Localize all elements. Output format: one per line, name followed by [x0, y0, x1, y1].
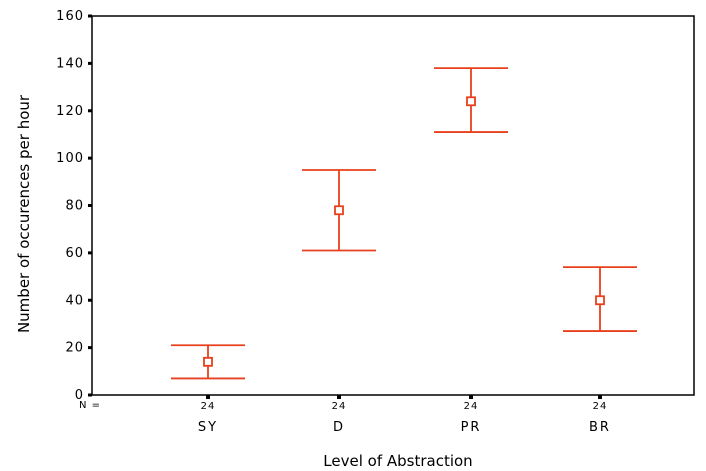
x-axis-title: Level of Abstraction [323, 452, 472, 470]
n-count-label: 24 [201, 401, 216, 412]
n-count-label: 24 [332, 401, 347, 412]
x-tick-mark [598, 395, 602, 399]
y-tick-label: 60 [65, 246, 84, 261]
y-tick-mark [88, 61, 92, 65]
y-tick-mark [88, 109, 92, 113]
y-tick-label: 160 [56, 9, 84, 24]
y-tick-mark [88, 251, 92, 255]
n-count-label: 24 [593, 401, 608, 412]
x-tick-mark [206, 395, 210, 399]
x-axis: 24 SY 24 D 24 PR 24 BR [198, 395, 611, 435]
error-bars [171, 67, 637, 380]
y-tick-mark [88, 204, 92, 207]
plot-border [91, 15, 695, 396]
y-tick-mark [88, 14, 92, 18]
y-tick-label: 40 [65, 293, 84, 308]
y-tick-mark [88, 156, 92, 160]
x-tick-mark [469, 395, 473, 399]
y-axis: 0 20 40 60 80 100 120 140 160 [56, 9, 92, 403]
y-tick-label: 100 [56, 151, 84, 166]
mean-marker [466, 96, 476, 107]
mean-marker [334, 205, 344, 216]
y-tick-mark [88, 393, 92, 397]
x-tick-mark [337, 395, 341, 399]
x-tick-label: PR [461, 420, 482, 435]
y-tick-label: 80 [65, 199, 84, 214]
y-tick-label: 20 [65, 341, 84, 356]
n-count-label: 24 [464, 401, 479, 412]
y-tick-label: 120 [56, 104, 84, 119]
x-tick-label: D [333, 420, 345, 435]
mean-marker [203, 356, 213, 367]
y-tick-mark [88, 346, 92, 350]
y-tick-label: 0 [75, 388, 84, 403]
y-tick-label: 140 [56, 56, 84, 71]
x-tick-label: BR [589, 420, 611, 435]
mean-marker [595, 295, 605, 306]
y-tick-mark [88, 298, 92, 302]
n-prefix-label: N = [79, 400, 101, 411]
plot-frame [91, 15, 695, 396]
y-axis-title: Number of occurences per hour [15, 94, 33, 333]
x-tick-label: SY [198, 420, 218, 435]
